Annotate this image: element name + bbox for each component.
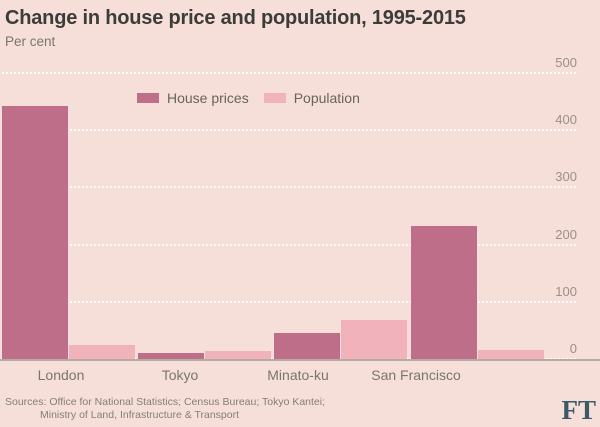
chart-subtitle: Per cent bbox=[5, 34, 56, 49]
y-tick-200: 200 bbox=[555, 226, 577, 242]
legend-swatch-population bbox=[263, 93, 286, 103]
gridline-300 bbox=[2, 186, 577, 189]
x-label-tokyo: Tokyo bbox=[161, 367, 199, 383]
gridline-200 bbox=[2, 243, 577, 246]
x-label-minato-ku: Minato-ku bbox=[267, 367, 329, 383]
source-note-line1: Sources: Office for National Statistics;… bbox=[5, 396, 326, 408]
y-tick-400: 400 bbox=[555, 112, 577, 128]
legend-label-house-prices: House prices bbox=[167, 90, 249, 106]
bar-minato-ku-population bbox=[341, 320, 407, 359]
x-label-london: London bbox=[37, 367, 85, 383]
x-label-san-francisco: San Francisco bbox=[371, 367, 461, 383]
bar-minato-ku-house-prices bbox=[274, 333, 340, 359]
bar-london-population bbox=[69, 345, 135, 359]
y-tick-0: 0 bbox=[569, 341, 577, 356]
source-note: Sources: Office for National Statistics;… bbox=[5, 396, 325, 422]
x-axis-line bbox=[0, 359, 600, 361]
legend: House prices Population bbox=[137, 90, 360, 106]
y-tick-300: 300 bbox=[555, 169, 577, 185]
legend-label-population: Population bbox=[293, 90, 360, 106]
ft-logo: FT bbox=[561, 395, 596, 425]
y-tick-100: 100 bbox=[555, 283, 577, 299]
chart-title: Change in house price and population, 19… bbox=[5, 7, 466, 29]
bar-san-francisco-house-prices bbox=[411, 226, 477, 359]
gridline-500 bbox=[2, 72, 577, 74]
bar-san-francisco-population bbox=[478, 350, 544, 359]
source-note-line2: Ministry of Land, Infrastructure & Trans… bbox=[40, 409, 239, 421]
bar-tokyo-house-prices bbox=[138, 353, 204, 359]
legend-item-population: Population bbox=[263, 90, 360, 106]
bar-tokyo-population bbox=[205, 351, 271, 359]
legend-item-house-prices: House prices bbox=[137, 90, 249, 106]
bar-london-house-prices bbox=[2, 106, 68, 359]
legend-swatch-house-prices bbox=[137, 93, 159, 103]
y-tick-500: 500 bbox=[555, 55, 577, 70]
gridline-100 bbox=[2, 300, 577, 303]
gridline-400 bbox=[2, 129, 577, 132]
